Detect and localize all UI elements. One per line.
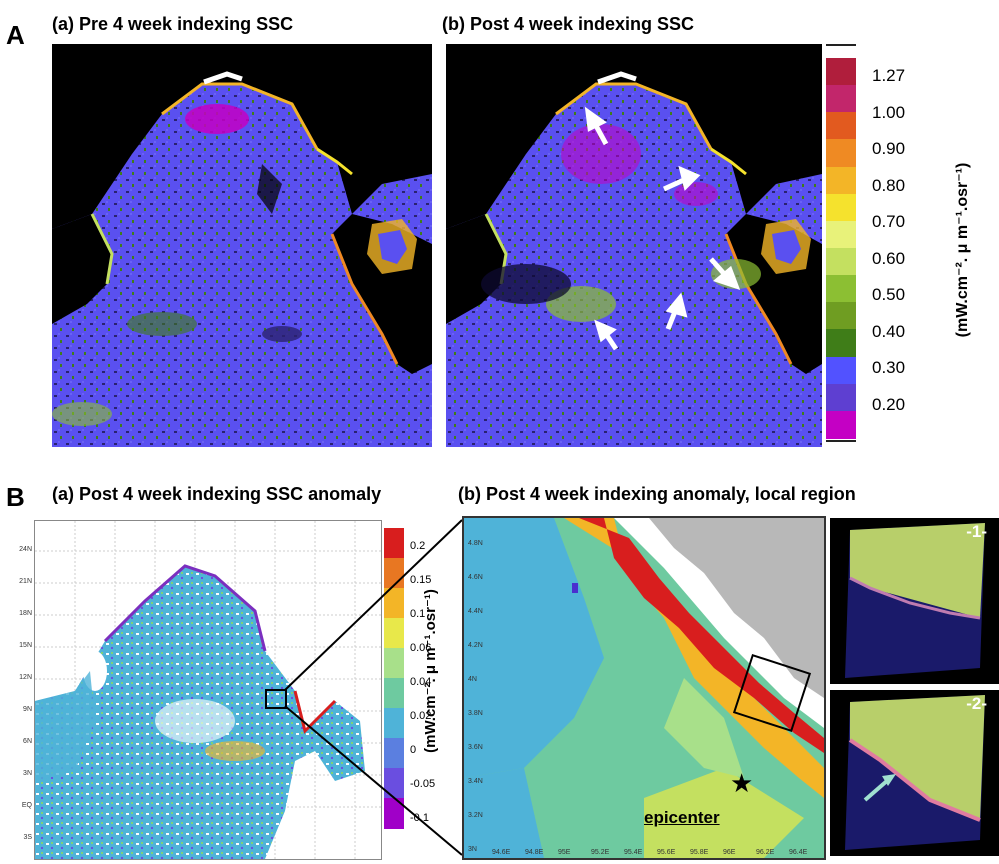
colorbar-b-tick-label: 0.06 — [410, 642, 432, 654]
lat-tick-label: 24N — [19, 546, 32, 553]
inset-2-label: -2- — [966, 694, 987, 713]
colorbar-b-swatch — [384, 798, 404, 829]
inset-1-label: -1- — [966, 522, 987, 541]
local-lon-tick-label: 95.2E — [591, 849, 610, 856]
colorbar-a-tick-label: 0.40 — [872, 321, 906, 341]
colorbar-a-swatch — [826, 302, 856, 331]
colorbar-b-swatch — [384, 528, 404, 559]
colorbar-b-swatch — [384, 618, 404, 649]
colorbar-a-tick-label: 1.00 — [872, 102, 906, 122]
lat-tick-label: 18N — [19, 610, 32, 617]
local-lon-tick-label: 96.2E — [756, 849, 775, 856]
colorbar-a-swatch — [826, 85, 856, 114]
colorbar-a-swatch — [826, 410, 856, 439]
colorbar-b-tick-label: 0.04 — [410, 676, 432, 688]
arrow-annotations — [584, 106, 741, 351]
local-lon-tick-label: 96E — [723, 849, 736, 856]
local-lon-tick-label: 95E — [558, 849, 571, 856]
colorbar-b-tick-label: 0 — [410, 744, 417, 756]
colorbar-a-tick-label: 0.50 — [872, 285, 906, 304]
colorbar-b-swatch — [384, 768, 404, 799]
colorbar-b — [384, 528, 404, 829]
panel-letter-b: B — [6, 482, 25, 512]
colorbar-a-tick-label: 0.20 — [872, 394, 906, 414]
colorbar-a-swatch — [826, 383, 856, 412]
lat-tick-label: 12N — [19, 674, 32, 681]
panel-b-title-b: (b) Post 4 week indexing anomaly, local … — [458, 484, 856, 504]
local-lat-tick-label: 4.4N — [468, 608, 483, 615]
colorbar-a-tick-label: 1.27 — [872, 66, 906, 85]
colorbar-b-swatch — [384, 738, 404, 769]
lat-tick-label: 3N — [23, 770, 32, 777]
map-pre-ssc — [52, 44, 432, 447]
colorbar-a-swatch — [826, 112, 856, 141]
local-lon-tick-label: 94.8E — [525, 849, 544, 856]
map-post-ssc — [446, 44, 822, 447]
epicenter-label: epicenter — [644, 808, 720, 827]
local-lat-tick-label: 3.8N — [468, 710, 483, 717]
local-lat-tick-label: 4.8N — [468, 540, 483, 547]
local-lon-tick-label: 96.4E — [789, 849, 808, 856]
lat-tick-label: 15N — [19, 642, 32, 649]
colorbar-a-swatch — [826, 275, 856, 304]
colorbar-a-tick-label: 0.80 — [872, 175, 906, 195]
lat-tick-label: 9N — [23, 706, 32, 713]
local-lat-tick-label: 4.6N — [468, 574, 483, 581]
colorbar-a-swatch — [826, 220, 856, 249]
colorbar-a-swatch — [826, 193, 856, 222]
lat-tick-label: 6N — [23, 738, 32, 745]
colorbar-a-swatch — [826, 166, 856, 195]
region-box-insets — [732, 653, 812, 733]
colorbar-a-swatch — [826, 248, 856, 277]
lat-tick-label: 21N — [19, 578, 32, 585]
lat-tick-label: 3S — [23, 834, 32, 841]
colorbar-a — [826, 58, 856, 439]
map-local: 94.6E 94.8E 95E 95.2E 95.4E 95.6E 95.8E 96E 96.2… — [462, 516, 826, 860]
colorbar-b-tick-label: -0.05 — [410, 778, 436, 790]
colorbar-a-tick-label: 0.90 — [872, 139, 906, 158]
colorbar-b-swatch — [384, 648, 404, 679]
inset-1: -1- — [830, 518, 999, 684]
local-lon-tick-label: 95.4E — [624, 849, 643, 856]
panel-b-title-a: (a) Post 4 week indexing SSC anomaly — [52, 484, 382, 504]
colorbar-b-swatch — [384, 678, 404, 709]
colorbar-a-swatch — [826, 58, 856, 87]
colorbar-b-tick-label: 0.15 — [410, 574, 432, 586]
colorbar-a-tick-label: 0.60 — [872, 248, 906, 268]
colorbar-b-tick-label: 0.2 — [410, 540, 426, 552]
colorbar-b-swatch — [384, 588, 404, 619]
colorbar-a-tick-label: 0.30 — [872, 358, 906, 377]
region-box-small — [265, 689, 287, 709]
map-anomaly — [34, 520, 382, 860]
local-lat-tick-label: 4N — [468, 676, 477, 683]
local-lat-tick-label: 3.4N — [468, 778, 483, 785]
colorbar-a-swatch — [826, 329, 856, 358]
panel-letter-a: A — [6, 20, 25, 50]
colorbar-a-swatch — [826, 356, 856, 385]
colorbar-a-swatch — [826, 139, 856, 168]
local-lat-tick-label: 3.2N — [468, 812, 483, 819]
local-lat-tick-label: 3N — [468, 846, 477, 853]
local-lon-tick-label: 95.8E — [690, 849, 709, 856]
panel-a-title-a: (a) Pre 4 week indexing SSC — [52, 14, 294, 34]
colorbar-b-swatch — [384, 708, 404, 739]
epicenter-star-icon: ★ — [730, 768, 754, 798]
local-lat-tick-label: 4.2N — [468, 642, 483, 649]
colorbar-b-tick-label: 0.02 — [410, 710, 432, 722]
lat-tick-label: EQ — [21, 802, 32, 809]
local-lon-tick-label: 94.6E — [492, 849, 511, 856]
panel-a-title-b: (b) Post 4 week indexing SSC — [442, 14, 695, 34]
inset-2: -2- — [830, 690, 999, 856]
colorbar-b-tick-label: 0.1 — [410, 608, 426, 620]
local-lat-tick-label: 3.6N — [468, 744, 483, 751]
colorbar-a-tick-label: 0.70 — [872, 212, 906, 231]
local-lon-tick-label: 95.6E — [657, 849, 676, 856]
